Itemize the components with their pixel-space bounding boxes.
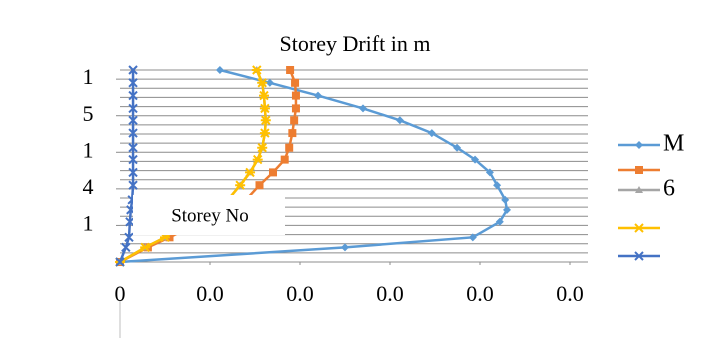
legend-marker — [635, 141, 643, 149]
marker — [314, 91, 322, 100]
marker — [259, 90, 269, 101]
marker — [128, 90, 138, 101]
marker — [259, 128, 270, 138]
marker — [215, 66, 224, 74]
marker — [128, 65, 138, 75]
marker — [128, 167, 138, 178]
x-tick-label: 0 — [115, 281, 126, 306]
marker — [128, 78, 138, 88]
legend-marker — [634, 223, 644, 233]
axis-title-box — [133, 195, 285, 235]
marker — [280, 155, 289, 164]
y-tick-label: 5 — [83, 101, 94, 126]
marker — [125, 217, 135, 227]
series-line — [119, 68, 509, 264]
legend-marker — [635, 186, 643, 193]
marker — [265, 78, 274, 87]
x-tick-label: 0.0 — [556, 281, 584, 306]
marker — [291, 78, 300, 87]
marker — [257, 143, 268, 153]
y-tick-label: 1 — [83, 137, 94, 162]
legend: M6 — [618, 131, 684, 261]
legend-label: M — [663, 131, 684, 157]
marker — [115, 257, 125, 267]
marker — [128, 103, 138, 114]
plot-area: 1 4 1 5 1 0 0.0 0.0 0.0 0.0 0.0 — [83, 64, 588, 306]
marker — [257, 78, 268, 88]
marker — [286, 66, 295, 74]
marker — [395, 116, 404, 125]
marker — [251, 65, 262, 75]
marker — [121, 242, 131, 253]
x-tick-label: 0.0 — [466, 281, 494, 306]
marker — [124, 232, 134, 243]
marker — [341, 243, 349, 252]
marker — [269, 168, 277, 177]
marker — [427, 129, 436, 138]
series-line — [118, 70, 135, 263]
marker — [290, 116, 299, 125]
marker — [245, 167, 256, 178]
marker — [495, 217, 504, 226]
marker — [128, 154, 138, 165]
y-tick-label: 1 — [83, 64, 94, 89]
marker — [128, 143, 138, 153]
x-tick-label: 0.0 — [286, 281, 314, 306]
marker — [493, 181, 502, 190]
marker — [252, 154, 263, 165]
y-tick-label: 1 — [83, 210, 94, 235]
marker — [453, 143, 462, 152]
marker — [259, 103, 270, 114]
marker — [128, 115, 138, 125]
marker — [288, 129, 297, 138]
marker — [503, 205, 511, 214]
marker — [128, 128, 138, 138]
marker — [140, 242, 151, 253]
marker — [255, 181, 264, 190]
marker — [235, 180, 246, 190]
marker — [501, 195, 510, 204]
x-tick-label: 0.0 — [196, 281, 224, 306]
y-axis-title: Storey No — [171, 205, 249, 226]
x-tick-label: 0.0 — [376, 281, 404, 306]
marker — [260, 115, 271, 125]
marker — [485, 168, 494, 177]
marker — [285, 143, 294, 152]
marker — [471, 155, 480, 164]
marker — [468, 233, 477, 242]
y-tick-label: 4 — [83, 174, 94, 199]
legend-marker — [634, 251, 644, 261]
marker — [359, 104, 367, 113]
marker — [291, 104, 300, 113]
legend-label: 6 — [663, 176, 675, 202]
chart-title: Storey Drift in m — [280, 31, 431, 56]
marker — [291, 91, 300, 100]
marker — [128, 180, 138, 190]
legend-marker — [635, 166, 643, 174]
